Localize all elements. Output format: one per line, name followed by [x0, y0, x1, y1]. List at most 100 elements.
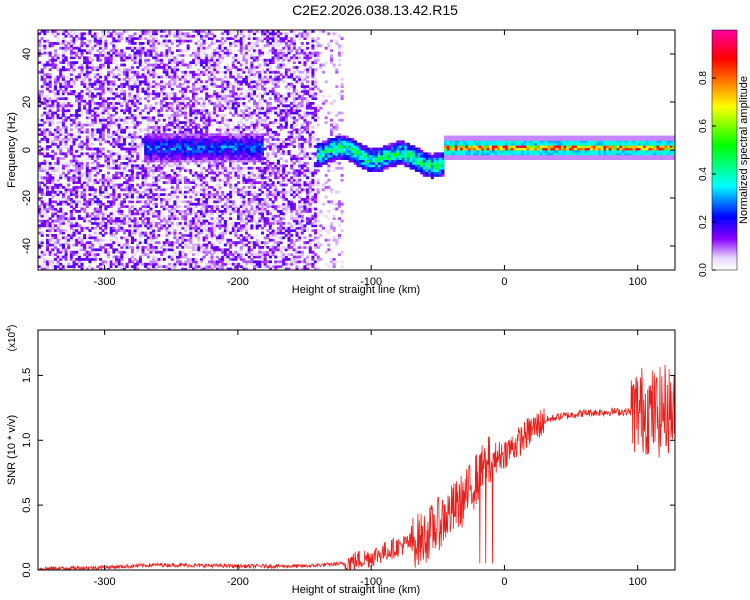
heatmap-cell — [252, 145, 257, 148]
heatmap-cell — [141, 49, 145, 52]
heatmap-cell — [260, 219, 264, 223]
heatmap-cell — [186, 150, 190, 153]
heatmap-cell — [144, 135, 148, 139]
heatmap-cell — [67, 169, 71, 172]
heatmap-cell — [51, 61, 55, 64]
heatmap-cell — [64, 265, 68, 268]
heatmap-cell — [40, 193, 44, 196]
heatmap-cell — [67, 109, 71, 112]
heatmap-cell — [43, 32, 47, 36]
heatmap-cell — [210, 94, 214, 98]
heatmap-cell — [197, 30, 201, 33]
heatmap-cell — [229, 262, 233, 266]
heatmap-cell — [173, 178, 177, 182]
heatmap-cell — [252, 174, 257, 177]
heatmap-cell — [152, 183, 156, 187]
heatmap-cell — [149, 262, 153, 266]
heatmap-cell — [250, 46, 254, 50]
heatmap-cell — [141, 195, 145, 199]
heatmap-cell — [144, 246, 148, 249]
heatmap-cell — [146, 75, 150, 79]
heatmap-cell — [40, 133, 44, 136]
heatmap-cell — [260, 154, 264, 158]
heatmap-cell — [67, 198, 71, 201]
heatmap-cell — [53, 152, 57, 156]
heatmap-cell — [260, 200, 264, 204]
heatmap-cell — [69, 258, 73, 261]
heatmap-cell — [64, 106, 68, 110]
heatmap-cell — [85, 46, 89, 50]
heatmap-cell — [125, 174, 129, 177]
heatmap-cell — [189, 186, 193, 189]
heatmap-cell — [162, 150, 166, 153]
heatmap-cell — [133, 145, 137, 148]
heatmap-cell — [245, 207, 249, 211]
heatmap-cell — [168, 217, 172, 220]
heatmap-cell — [107, 159, 111, 163]
heatmap-cell — [149, 188, 153, 192]
heatmap-cell — [138, 102, 142, 105]
heatmap-cell — [154, 246, 158, 249]
heatmap-cell — [93, 66, 97, 69]
heatmap-cell — [146, 222, 150, 225]
heatmap-cell — [176, 104, 180, 108]
heatmap-cell — [157, 195, 161, 199]
heatmap-cell — [234, 145, 238, 148]
heatmap-cell — [128, 150, 132, 153]
heatmap-cell — [146, 166, 150, 170]
heatmap-cell — [114, 152, 119, 156]
heatmap-cell — [146, 246, 150, 249]
heatmap-cell — [114, 138, 119, 141]
heatmap-cell — [229, 142, 233, 146]
heatmap-cell — [112, 51, 116, 55]
heatmap-cell — [72, 253, 76, 256]
heatmap-cell — [91, 109, 95, 112]
heatmap-cell — [93, 73, 97, 76]
heatmap-cell — [168, 54, 172, 57]
heatmap-cell — [229, 253, 233, 256]
heatmap-cell — [191, 152, 195, 156]
heatmap-cell — [43, 267, 47, 270]
heatmap-cell — [165, 140, 169, 144]
heatmap-cell — [53, 30, 57, 33]
heatmap-cell — [173, 111, 177, 115]
heatmap-cell — [75, 130, 79, 134]
heatmap-cell — [40, 90, 44, 93]
heatmap-cell — [43, 166, 47, 170]
heatmap-cell — [218, 147, 222, 151]
heatmap-cell — [136, 174, 140, 177]
heatmap-cell — [152, 30, 156, 33]
heatmap-cell — [258, 142, 262, 146]
heatmap-cell — [56, 188, 60, 192]
heatmap-cell — [202, 61, 206, 64]
heatmap-cell — [223, 159, 227, 163]
heatmap-cell — [114, 85, 119, 88]
heatmap-cell — [133, 166, 137, 170]
heatmap-cell — [215, 142, 219, 146]
heatmap-cell — [141, 46, 145, 50]
heatmap-cell — [260, 80, 264, 84]
heatmap-cell — [231, 142, 235, 146]
heatmap-cell — [199, 210, 203, 213]
heatmap-cell — [247, 181, 251, 184]
heatmap-cell — [104, 162, 108, 165]
heatmap-cell — [117, 135, 121, 139]
heatmap-cell — [252, 142, 257, 146]
heatmap-cell — [136, 94, 140, 98]
heatmap-cell — [202, 39, 206, 43]
heatmap-cell — [170, 212, 174, 216]
heatmap-cell — [91, 106, 95, 110]
heatmap-cell — [215, 135, 219, 139]
heatmap-cell — [258, 51, 262, 55]
heatmap-cell — [43, 133, 47, 136]
heatmap-cell — [199, 97, 203, 100]
heatmap-cell — [170, 154, 174, 158]
heatmap-cell — [59, 222, 63, 225]
heatmap-cell — [234, 133, 238, 136]
heatmap-cell — [170, 195, 174, 199]
heatmap-cell — [64, 126, 68, 129]
heatmap-cell — [101, 87, 105, 91]
heatmap-cell — [128, 190, 132, 194]
heatmap-cell — [61, 85, 65, 88]
heatmap-cell — [61, 92, 65, 96]
